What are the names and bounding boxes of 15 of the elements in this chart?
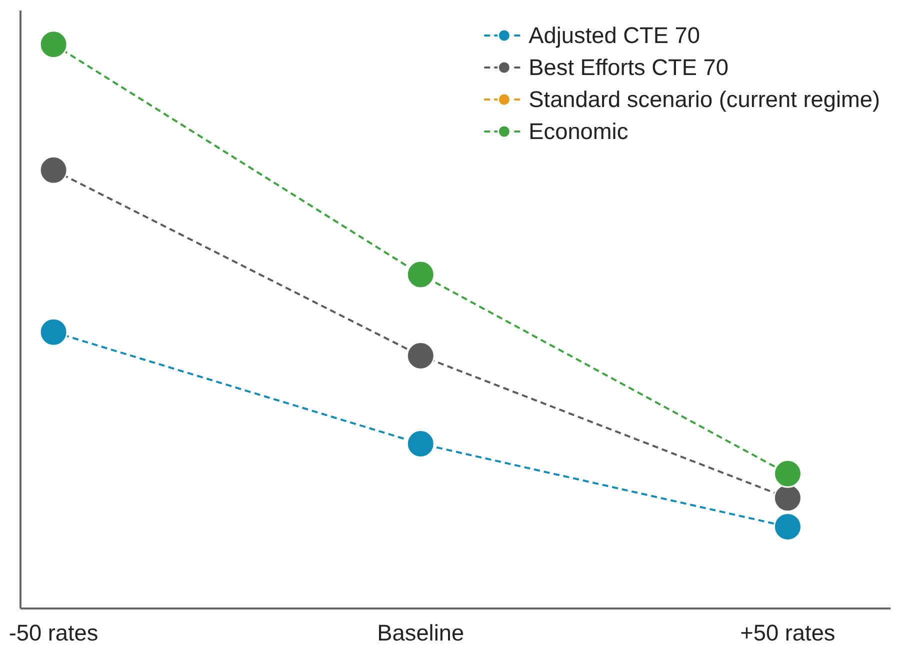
point [406, 430, 435, 458]
point [406, 342, 435, 370]
point [39, 156, 68, 184]
point [406, 260, 435, 289]
legend-label: Standard scenario (current regime) [528, 86, 880, 112]
point [39, 30, 68, 59]
x-tick-label: Baseline [377, 620, 464, 646]
legend-label: Adjusted CTE 70 [528, 22, 700, 48]
legend-label: Best Efforts CTE 70 [528, 54, 728, 80]
point [773, 512, 802, 541]
point [773, 459, 802, 488]
legend-label: Economic [528, 118, 628, 144]
point [39, 318, 68, 346]
x-tick-label: -50 rates [8, 620, 98, 646]
x-tick-label: +50 rates [740, 620, 836, 646]
